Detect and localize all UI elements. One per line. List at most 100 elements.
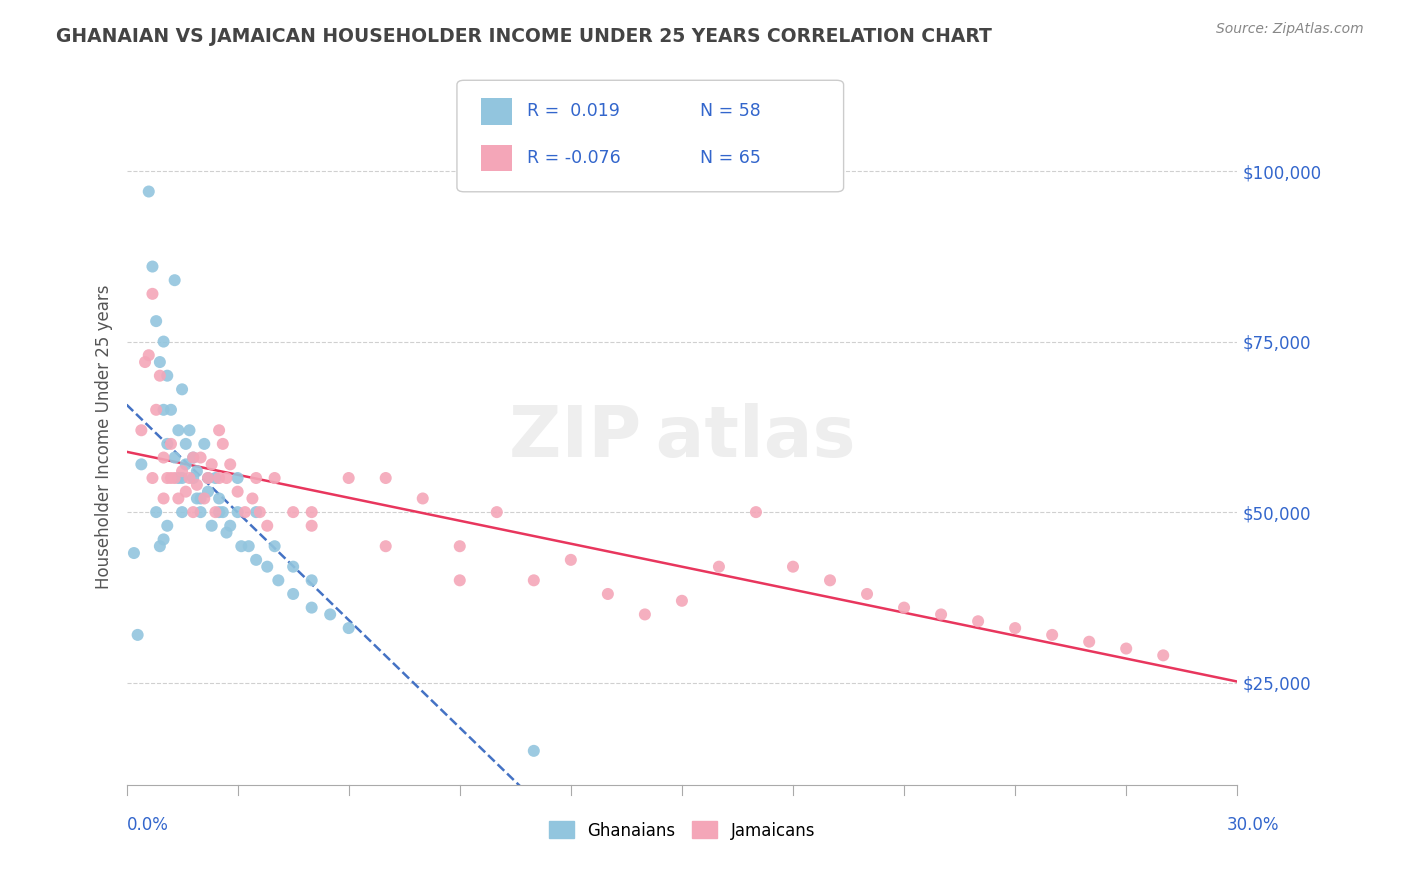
- Point: [190, 491, 212, 506]
- Point: [145, 314, 167, 328]
- Point: [245, 471, 267, 485]
- Point: [174, 458, 197, 472]
- Point: [179, 471, 201, 485]
- Point: [186, 491, 208, 506]
- Point: [201, 518, 224, 533]
- Point: [156, 368, 179, 383]
- Point: [156, 518, 179, 533]
- Point: [138, 185, 160, 199]
- Point: [122, 546, 145, 560]
- Point: [131, 423, 153, 437]
- Point: [152, 491, 174, 506]
- Point: [204, 505, 226, 519]
- Point: [172, 505, 194, 519]
- Point: [167, 471, 190, 485]
- Point: [149, 368, 172, 383]
- Point: [201, 458, 224, 472]
- Point: [1078, 634, 1101, 648]
- Text: ZIP atlas: ZIP atlas: [509, 402, 855, 472]
- Point: [1152, 648, 1174, 663]
- Point: [197, 471, 219, 485]
- Point: [337, 621, 360, 635]
- Point: [181, 471, 204, 485]
- Point: [301, 518, 323, 533]
- Point: [152, 533, 174, 547]
- Point: [374, 539, 396, 553]
- Point: [523, 574, 546, 588]
- Point: [160, 402, 183, 417]
- Point: [281, 587, 304, 601]
- Point: [219, 458, 242, 472]
- Point: [263, 539, 285, 553]
- Point: [141, 471, 163, 485]
- Point: [263, 471, 285, 485]
- Point: [245, 553, 267, 567]
- Point: [782, 559, 804, 574]
- Point: [156, 471, 179, 485]
- Point: [172, 471, 194, 485]
- Point: [186, 478, 208, 492]
- Point: [267, 574, 290, 588]
- Point: [193, 437, 215, 451]
- Y-axis label: Householder Income Under 25 years: Householder Income Under 25 years: [94, 285, 112, 590]
- Point: [160, 471, 183, 485]
- Point: [141, 260, 163, 274]
- Point: [245, 505, 267, 519]
- Point: [596, 587, 619, 601]
- Point: [226, 484, 249, 499]
- Point: [163, 450, 186, 465]
- Point: [127, 628, 149, 642]
- Point: [893, 600, 915, 615]
- Point: [138, 348, 160, 362]
- Point: [152, 402, 174, 417]
- Point: [301, 505, 323, 519]
- Point: [412, 491, 434, 506]
- Point: [219, 518, 242, 533]
- Point: [671, 594, 693, 608]
- Point: [256, 559, 278, 574]
- Point: [449, 539, 471, 553]
- Point: [174, 484, 197, 499]
- Point: [374, 471, 396, 485]
- Point: [523, 744, 546, 758]
- Point: [141, 286, 163, 301]
- Point: [156, 437, 179, 451]
- Point: [967, 614, 990, 628]
- Point: [163, 471, 186, 485]
- Point: [145, 402, 167, 417]
- Point: [1115, 641, 1137, 656]
- Text: Source: ZipAtlas.com: Source: ZipAtlas.com: [1216, 22, 1364, 37]
- Point: [181, 450, 204, 465]
- Point: [818, 574, 841, 588]
- Point: [211, 505, 233, 519]
- Point: [449, 574, 471, 588]
- Point: [179, 423, 201, 437]
- Point: [190, 505, 212, 519]
- Point: [208, 505, 231, 519]
- Point: [163, 273, 186, 287]
- Point: [152, 334, 174, 349]
- Point: [281, 559, 304, 574]
- Point: [337, 471, 360, 485]
- Point: [145, 505, 167, 519]
- Point: [181, 505, 204, 519]
- Point: [281, 505, 304, 519]
- Point: [131, 458, 153, 472]
- Point: [134, 355, 156, 369]
- Point: [560, 553, 582, 567]
- Point: [208, 423, 231, 437]
- Text: R = -0.076: R = -0.076: [527, 149, 621, 167]
- Point: [197, 471, 219, 485]
- Text: GHANAIAN VS JAMAICAN HOUSEHOLDER INCOME UNDER 25 YEARS CORRELATION CHART: GHANAIAN VS JAMAICAN HOUSEHOLDER INCOME …: [56, 27, 993, 45]
- Point: [197, 484, 219, 499]
- Point: [208, 491, 231, 506]
- Point: [226, 471, 249, 485]
- Point: [152, 450, 174, 465]
- Point: [485, 505, 508, 519]
- Point: [181, 450, 204, 465]
- Point: [238, 539, 260, 553]
- Text: R =  0.019: R = 0.019: [527, 103, 620, 120]
- Point: [745, 505, 768, 519]
- Point: [1040, 628, 1063, 642]
- Point: [160, 437, 183, 451]
